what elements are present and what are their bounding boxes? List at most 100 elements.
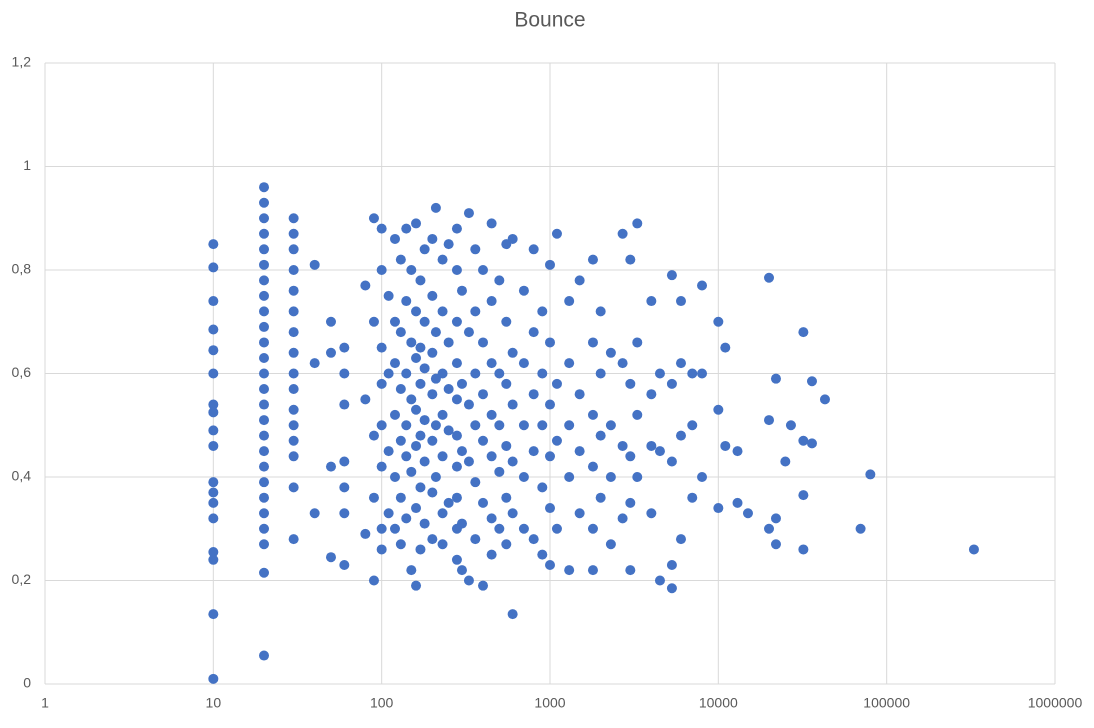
scatter-point	[376, 461, 387, 472]
scatter-point	[675, 430, 686, 441]
scatter-point	[713, 404, 724, 415]
scatter-point	[430, 472, 441, 482]
scatter-point	[537, 306, 548, 317]
scatter-point	[360, 280, 371, 291]
scatter-point	[770, 513, 781, 524]
scatter-point	[632, 337, 643, 348]
scatter-point	[501, 539, 512, 550]
scatter-point	[389, 233, 400, 244]
scatter-point	[687, 492, 698, 503]
scatter-point	[259, 523, 270, 534]
scatter-point	[625, 254, 636, 265]
scatter-point	[288, 265, 299, 275]
scatter-point	[632, 409, 643, 420]
scatter-point	[259, 446, 270, 457]
scatter-point	[383, 446, 394, 457]
scatter-point	[376, 420, 387, 431]
scatter-point	[376, 223, 387, 234]
scatter-point	[720, 440, 731, 451]
scatter-point	[288, 384, 299, 395]
scatter-point	[713, 503, 724, 514]
scatter-point	[360, 394, 371, 405]
scatter-point	[486, 218, 497, 229]
scatter-point	[855, 523, 866, 534]
scatter-point	[259, 399, 270, 410]
scatter-point	[427, 487, 438, 498]
scatter-point	[406, 565, 417, 576]
y-tick-label: 0,6	[12, 364, 32, 380]
scatter-point	[625, 378, 636, 389]
scatter-point	[411, 440, 422, 451]
scatter-point	[451, 223, 462, 234]
scatter-point	[507, 233, 518, 244]
scatter-point	[411, 503, 422, 514]
scatter-point	[288, 327, 299, 338]
scatter-point	[537, 368, 548, 379]
scatter-point	[518, 472, 529, 482]
scatter-point	[470, 420, 481, 431]
scatter-point	[463, 399, 474, 410]
scatter-point	[564, 358, 575, 369]
scatter-point	[732, 497, 743, 508]
scatter-point	[325, 316, 336, 327]
scatter-point	[507, 508, 518, 519]
x-tick-label: 10	[206, 695, 222, 711]
scatter-point	[427, 534, 438, 545]
scatter-point	[401, 420, 412, 431]
scatter-point	[537, 482, 548, 493]
scatter-point	[443, 425, 454, 436]
scatter-point	[259, 275, 270, 286]
scatter-point	[259, 508, 270, 519]
scatter-point	[456, 518, 467, 529]
scatter-point	[478, 389, 489, 400]
scatter-point	[389, 358, 400, 369]
scatter-point	[406, 466, 417, 477]
scatter-point	[470, 477, 481, 488]
scatter-point	[259, 182, 270, 193]
scatter-point	[208, 609, 219, 620]
scatter-point	[518, 285, 529, 296]
scatter-point	[625, 451, 636, 462]
scatter-point	[470, 368, 481, 379]
scatter-point	[720, 342, 731, 353]
scatter-point	[208, 296, 219, 307]
x-tick-label: 1000	[534, 695, 565, 711]
scatter-point	[309, 508, 320, 519]
scatter-point	[666, 583, 677, 594]
scatter-point	[470, 306, 481, 317]
scatter-point	[675, 358, 686, 369]
scatter-point	[208, 554, 219, 565]
scatter-point	[411, 218, 422, 229]
scatter-point	[545, 451, 555, 462]
scatter-point	[574, 446, 585, 457]
scatter-point	[545, 559, 555, 570]
scatter-point	[646, 389, 657, 400]
scatter-point	[443, 239, 454, 250]
scatter-point	[339, 368, 350, 379]
scatter-point	[587, 565, 598, 576]
scatter-point	[430, 420, 441, 431]
scatter-point	[798, 435, 809, 446]
scatter-point	[764, 415, 775, 426]
scatter-point	[545, 399, 555, 410]
scatter-point	[798, 327, 809, 338]
scatter-point	[406, 337, 417, 348]
scatter-point	[415, 544, 426, 555]
scatter-point	[451, 461, 462, 472]
scatter-point	[551, 523, 562, 534]
scatter-point	[528, 446, 539, 457]
scatter-point	[368, 575, 379, 586]
scatter-point	[819, 394, 830, 405]
y-tick-label: 0,2	[12, 571, 32, 587]
scatter-point	[401, 513, 412, 524]
x-tick-label: 1000000	[1028, 695, 1083, 711]
scatter-point	[551, 435, 562, 446]
scatter-point	[259, 290, 270, 301]
scatter-point	[713, 316, 724, 327]
scatter-point	[687, 420, 698, 431]
scatter-point	[427, 435, 438, 446]
scatter-point	[430, 327, 441, 338]
scatter-point	[288, 420, 299, 431]
scatter-point	[617, 513, 628, 524]
